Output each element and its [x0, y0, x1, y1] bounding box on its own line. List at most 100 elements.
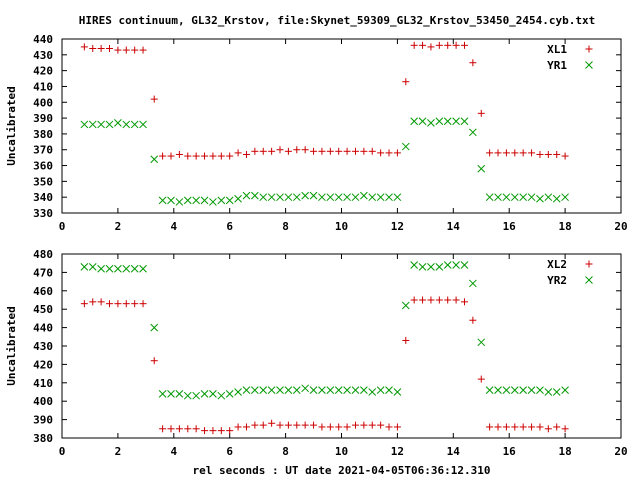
data-point [251, 421, 259, 429]
data-point [519, 423, 527, 431]
data-point [536, 194, 544, 203]
data-point [158, 389, 167, 398]
data-point [561, 193, 569, 202]
legend-label: YR1 [547, 59, 567, 72]
data-point [410, 296, 418, 304]
data-point [410, 41, 418, 49]
legend-marker [585, 45, 593, 53]
data-point [443, 117, 452, 126]
data-point [130, 264, 139, 273]
data-point [284, 193, 293, 202]
data-point [310, 421, 318, 429]
legend-label: XL2 [547, 258, 567, 271]
data-point [234, 194, 242, 203]
data-point [368, 147, 376, 155]
data-point [435, 117, 444, 126]
top-plot: 0 2 4 6 8 10 12 14 16 18 20 330 340 350 360 370 380 390 40… [5, 33, 628, 233]
data-point [552, 388, 561, 396]
data-point [561, 152, 569, 160]
data-point [334, 193, 343, 202]
data-point [242, 191, 251, 200]
data-point [209, 427, 217, 435]
data-point [192, 152, 200, 160]
data-point [301, 421, 309, 429]
plot-frame [61, 38, 622, 214]
data-point [259, 193, 268, 202]
data-point [284, 386, 293, 395]
data-point [183, 391, 192, 400]
data-point [167, 389, 175, 398]
data-point [410, 117, 419, 126]
data-point [209, 198, 217, 206]
data-point [485, 386, 494, 395]
data-point [183, 196, 192, 205]
x-axis-label: rel seconds : UT date 2021-04-05T06:36:1… [192, 464, 490, 477]
y-tick-label: 420 [33, 65, 53, 78]
data-point [88, 120, 97, 129]
data-point [544, 150, 552, 158]
data-point [200, 196, 209, 205]
data-point [175, 198, 184, 206]
data-point [326, 193, 335, 202]
data-point [402, 336, 410, 344]
data-point [131, 300, 139, 308]
y-axis-label: Uncalibrated [5, 306, 18, 385]
y-tick-label: 430 [33, 49, 53, 62]
data-point [519, 386, 528, 395]
x-tick-label: 2 [115, 220, 122, 233]
data-point [217, 196, 226, 205]
data-point [226, 427, 234, 435]
data-point [217, 427, 225, 435]
data-point [444, 41, 452, 49]
data-point [385, 193, 393, 202]
data-point [351, 386, 360, 395]
x-tick-label: 4 [170, 220, 177, 233]
data-point [97, 120, 105, 129]
series-XL2 [80, 296, 569, 435]
data-point [402, 78, 410, 86]
data-point [401, 142, 410, 151]
y-axis-label: Uncalibrated [5, 86, 18, 165]
data-point [130, 120, 139, 129]
data-point [309, 386, 318, 395]
data-point [251, 386, 259, 395]
data-point [259, 386, 268, 395]
data-point [553, 423, 561, 431]
data-point [376, 386, 385, 395]
data-point [553, 150, 561, 158]
data-point [393, 193, 402, 202]
data-point [435, 41, 443, 49]
data-point [452, 296, 460, 304]
data-point [502, 423, 510, 431]
data-point [318, 423, 326, 431]
data-point [469, 316, 477, 324]
data-point [175, 425, 183, 433]
data-point [435, 296, 443, 304]
series-XL1 [80, 41, 569, 160]
data-point [469, 59, 477, 67]
data-point [318, 386, 326, 395]
data-point [368, 421, 376, 429]
data-point [393, 423, 401, 431]
data-point [242, 423, 250, 431]
data-point [292, 193, 301, 202]
data-point [217, 152, 225, 160]
data-point [184, 425, 192, 433]
data-point [150, 95, 158, 103]
data-point [385, 423, 393, 431]
data-point [477, 109, 485, 117]
data-point [159, 152, 167, 160]
data-point [97, 264, 105, 273]
data-point [486, 149, 494, 157]
data-point [510, 386, 519, 395]
data-point [393, 388, 402, 396]
data-point [527, 193, 536, 202]
legend-marker [585, 276, 593, 284]
data-point [343, 147, 351, 155]
data-point [494, 193, 502, 202]
y-tick-label: 370 [33, 144, 53, 157]
y-tick-label: 410 [33, 80, 53, 93]
y-tick-label: 330 [33, 207, 53, 220]
x-tick-label: 18 [558, 220, 571, 233]
